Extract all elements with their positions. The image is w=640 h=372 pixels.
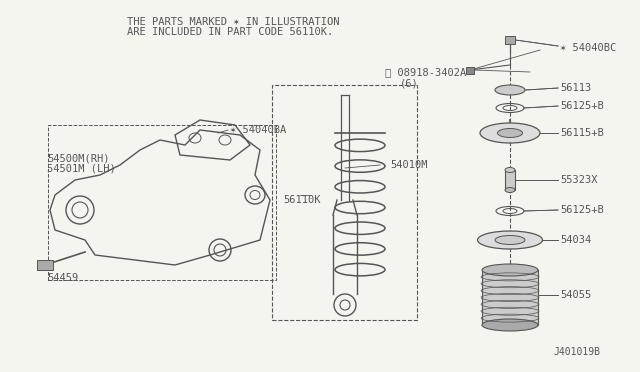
Ellipse shape <box>505 187 515 192</box>
Text: 54501M (LH): 54501M (LH) <box>47 163 116 173</box>
Ellipse shape <box>482 319 538 331</box>
Text: ✶ 54040BC: ✶ 54040BC <box>560 43 616 53</box>
Text: 56110K: 56110K <box>283 195 321 205</box>
Text: 54055: 54055 <box>560 290 591 300</box>
Text: ARE INCLUDED IN PART CODE 56110K.: ARE INCLUDED IN PART CODE 56110K. <box>127 27 333 37</box>
Text: ✶ 54040BA: ✶ 54040BA <box>230 125 286 135</box>
Text: 55323X: 55323X <box>560 175 598 185</box>
Text: J401019B: J401019B <box>553 347 600 357</box>
Text: 56125+B: 56125+B <box>560 205 604 215</box>
Bar <box>482 270 538 325</box>
Text: 56113: 56113 <box>560 83 591 93</box>
Ellipse shape <box>495 235 525 244</box>
Bar <box>272 85 417 320</box>
Text: THE PARTS MARKED ✶ IN ILLUSTRATION: THE PARTS MARKED ✶ IN ILLUSTRATION <box>127 17 339 27</box>
Bar <box>505 170 515 190</box>
Bar <box>505 36 515 44</box>
Ellipse shape <box>497 128 522 138</box>
Ellipse shape <box>495 85 525 95</box>
Text: Ⓝ 08918-3402A: Ⓝ 08918-3402A <box>385 67 467 77</box>
Text: 54459: 54459 <box>47 273 78 283</box>
Text: 54500M(RH): 54500M(RH) <box>47 153 109 163</box>
Text: 56115+B: 56115+B <box>560 128 604 138</box>
Ellipse shape <box>505 167 515 173</box>
Ellipse shape <box>480 123 540 143</box>
Text: (6): (6) <box>400 78 419 88</box>
Ellipse shape <box>477 231 543 249</box>
Bar <box>466 67 474 74</box>
Ellipse shape <box>482 264 538 276</box>
Text: 54010M: 54010M <box>390 160 428 170</box>
Text: 54034: 54034 <box>560 235 591 245</box>
Text: 56125+B: 56125+B <box>560 101 604 111</box>
Bar <box>37 260 53 270</box>
Bar <box>48 125 276 280</box>
